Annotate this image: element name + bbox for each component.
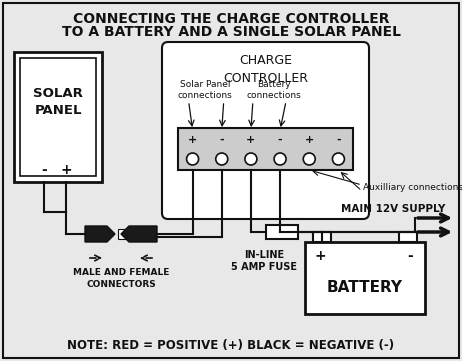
Text: +: + — [246, 135, 255, 145]
Text: MAIN 12V SUPPLY: MAIN 12V SUPPLY — [340, 204, 445, 214]
Text: +: + — [60, 163, 72, 177]
FancyBboxPatch shape — [162, 42, 369, 219]
Polygon shape — [85, 226, 115, 242]
Bar — [118, 229, 127, 239]
Text: CONNECTING THE CHARGE CONTROLLER: CONNECTING THE CHARGE CONTROLLER — [73, 12, 389, 26]
Text: +: + — [304, 135, 314, 145]
Polygon shape — [121, 226, 157, 242]
Text: Battery
connections: Battery connections — [246, 80, 301, 100]
Circle shape — [216, 153, 228, 165]
Text: -: - — [336, 135, 341, 145]
Text: SOLAR
PANEL: SOLAR PANEL — [33, 87, 83, 117]
Bar — [305, 242, 425, 314]
Circle shape — [245, 153, 257, 165]
Text: Solar Panel
connections: Solar Panel connections — [178, 80, 232, 100]
Text: CHARGE
CONTROLLER: CHARGE CONTROLLER — [223, 55, 308, 86]
Circle shape — [303, 153, 315, 165]
Bar — [313, 232, 331, 242]
Bar — [116, 226, 129, 242]
Circle shape — [333, 153, 344, 165]
Text: Auxilliary connections: Auxilliary connections — [363, 183, 462, 192]
Text: -: - — [278, 135, 282, 145]
Text: BATTERY: BATTERY — [327, 280, 403, 296]
Bar — [14, 52, 102, 182]
Text: TO A BATTERY AND A SINGLE SOLAR PANEL: TO A BATTERY AND A SINGLE SOLAR PANEL — [61, 25, 401, 39]
Bar — [399, 232, 417, 242]
Bar — [266, 225, 298, 239]
Text: -: - — [219, 135, 224, 145]
Bar — [20, 58, 96, 176]
Text: MALE AND FEMALE
CONNECTORS: MALE AND FEMALE CONNECTORS — [73, 268, 169, 289]
Text: +: + — [188, 135, 197, 145]
Circle shape — [187, 153, 199, 165]
Text: +: + — [314, 249, 326, 263]
Text: -: - — [41, 163, 47, 177]
Circle shape — [274, 153, 286, 165]
Text: IN-LINE
5 AMP FUSE: IN-LINE 5 AMP FUSE — [231, 250, 297, 273]
Bar — [178, 128, 353, 170]
Text: -: - — [407, 249, 413, 263]
Text: NOTE: RED = POSITIVE (+) BLACK = NEGATIVE (-): NOTE: RED = POSITIVE (+) BLACK = NEGATIV… — [67, 339, 395, 352]
